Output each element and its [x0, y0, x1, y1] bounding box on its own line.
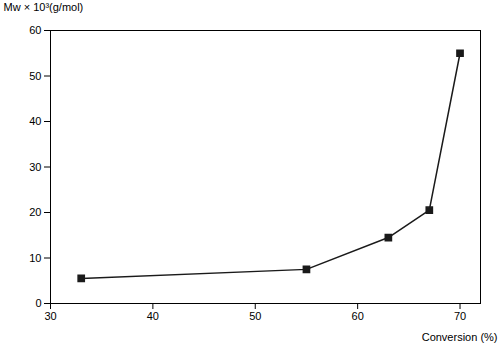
- svg-text:20: 20: [29, 206, 41, 218]
- svg-text:40: 40: [147, 310, 159, 322]
- svg-text:10: 10: [29, 252, 41, 264]
- svg-text:50: 50: [249, 310, 261, 322]
- svg-text:30: 30: [29, 161, 41, 173]
- svg-text:Mw × 10³(g/mol): Mw × 10³(g/mol): [4, 1, 84, 13]
- svg-text:Conversion (%): Conversion (%): [422, 331, 498, 343]
- svg-text:30: 30: [44, 310, 56, 322]
- svg-text:50: 50: [29, 70, 41, 82]
- svg-text:40: 40: [29, 115, 41, 127]
- svg-text:0: 0: [35, 297, 41, 309]
- svg-text:70: 70: [454, 310, 466, 322]
- svg-text:60: 60: [29, 24, 41, 36]
- svg-text:60: 60: [352, 310, 364, 322]
